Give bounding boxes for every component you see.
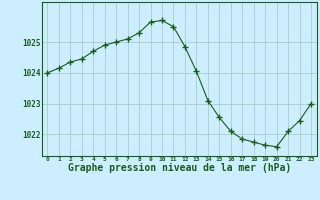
X-axis label: Graphe pression niveau de la mer (hPa): Graphe pression niveau de la mer (hPa) (68, 163, 291, 173)
